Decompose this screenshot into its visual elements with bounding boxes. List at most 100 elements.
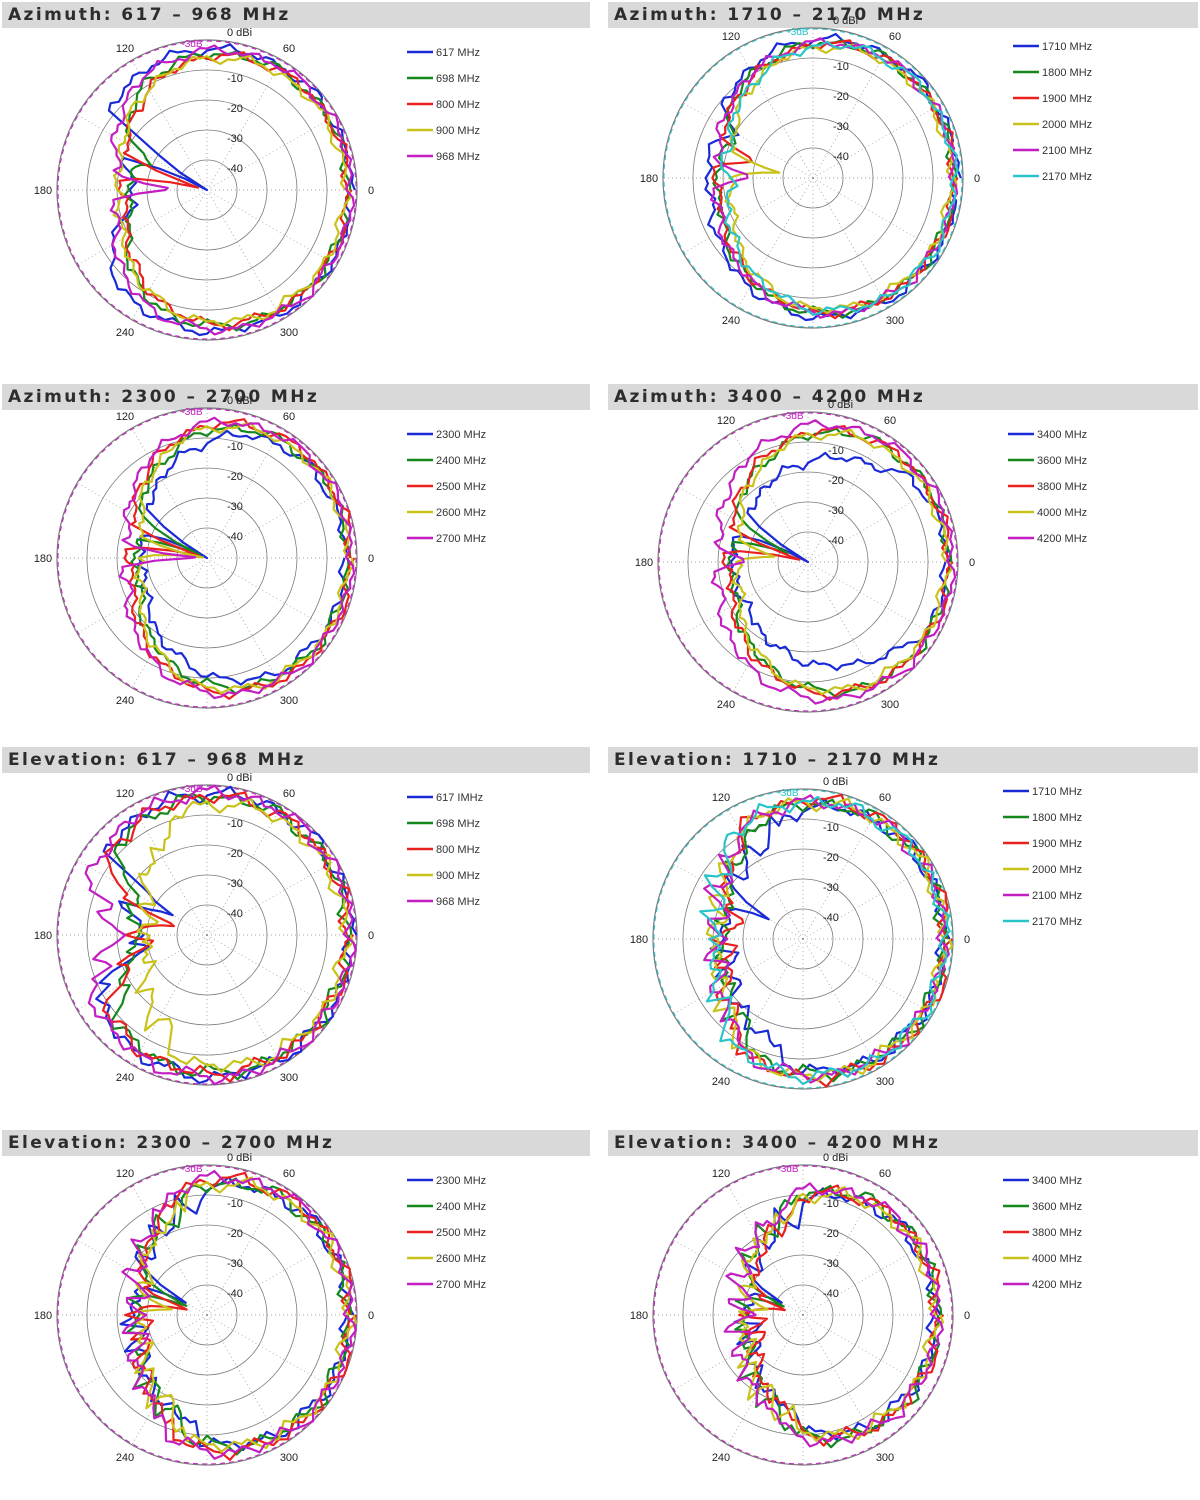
ref-label: -3dB (787, 27, 808, 38)
ring-label: -30 (227, 878, 243, 890)
polar-plot: 0 60 120 180 240 300 0 dBi -10 -20 -30 -40 -3dB 617 … (34, 27, 480, 341)
grid-spoke (206, 859, 338, 936)
legend-label: 900 MHz (436, 125, 480, 137)
series-trace-2700-mhz (118, 416, 356, 700)
ring-label: -10 (227, 1198, 243, 1210)
grid-spoke (76, 114, 208, 191)
angle-label: 60 (884, 415, 896, 427)
angle-label: 180 (34, 1310, 52, 1322)
ring-label: -30 (227, 133, 243, 145)
grid-ring (176, 904, 238, 966)
grid-spoke (807, 561, 939, 638)
ring-label: -40 (823, 1288, 839, 1300)
angle-label: 180 (630, 934, 648, 946)
legend-label: 2500 MHz (436, 1227, 486, 1239)
chart-title: Azimuth: 3400 – 4200 MHz (608, 384, 1198, 410)
grid-spoke (812, 102, 944, 179)
legend-label: 800 MHz (436, 844, 480, 856)
ring-label: -40 (227, 908, 243, 920)
ring-label: -20 (227, 103, 243, 115)
series-trace-2170-mhz (699, 795, 951, 1086)
ring-label: -20 (227, 471, 243, 483)
angle-label: 240 (712, 1452, 730, 1464)
ring-label: 0 dBi (828, 399, 853, 411)
ring-label: -30 (227, 1258, 243, 1270)
grid-spoke (682, 177, 814, 254)
grid-spoke (76, 557, 208, 634)
legend-label: 1900 MHz (1042, 93, 1092, 105)
ring-label: -10 (823, 1198, 839, 1210)
angle-label: 300 (876, 1452, 894, 1464)
polar-plot: 0 60 120 180 240 300 0 dBi -10 -20 -30 -40 -3dB 3400… (635, 399, 1087, 713)
series-trace-2600-mhz (132, 421, 355, 695)
legend-label: 2700 MHz (436, 533, 486, 545)
grid-spoke (672, 938, 804, 1015)
grid-spoke (76, 1314, 208, 1391)
chart-panel-el-2300: Elevation: 2300 – 2700 MHz 0 60 120 180 240 30… (2, 1130, 590, 1500)
grid-spoke (76, 859, 208, 936)
grid-spoke (807, 561, 884, 693)
chart-title: Elevation: 1710 – 2170 MHz (608, 747, 1198, 773)
angle-label: 60 (283, 43, 295, 55)
ring-label: -20 (833, 91, 849, 103)
grid-spoke (131, 804, 208, 936)
legend-label: 4200 MHz (1032, 1279, 1082, 1291)
legend-label: 1710 MHz (1032, 786, 1082, 798)
outer-ring (657, 411, 959, 713)
chart-panel-el-617: Elevation: 617 – 968 MHz 0 60 120 180 240 300 0… (2, 747, 590, 1117)
ring-label: 0 dBi (227, 772, 252, 784)
series-trace-2300-mhz (119, 1176, 355, 1452)
angle-label: 0 (368, 1310, 374, 1322)
grid-ring (116, 1224, 298, 1406)
grid-spoke (76, 482, 208, 559)
ring-label: -40 (227, 163, 243, 175)
angle-label: 240 (722, 315, 740, 327)
angle-label: 120 (116, 43, 134, 55)
angle-label: 120 (116, 1168, 134, 1180)
grid-ring (176, 1284, 238, 1346)
chart-panel-el-1710: Elevation: 1710 – 2170 MHz 0 60 120 180 240 30… (608, 747, 1198, 1117)
ref-label: -3dB (777, 788, 798, 799)
outer-ring (662, 27, 964, 329)
grid-spoke (206, 1314, 338, 1391)
series-trace-900-mhz (112, 54, 352, 328)
outer-ring (56, 407, 358, 709)
angle-label: 180 (34, 930, 52, 942)
grid-spoke (812, 47, 889, 179)
outer-ring (652, 1164, 954, 1466)
ring-label: -10 (833, 61, 849, 73)
angle-label: 180 (635, 557, 653, 569)
polar-plot: 0 60 120 180 240 300 0 dBi -10 -20 -30 -40 -3dB 3400… (630, 1152, 1082, 1466)
ring-label: 0 dBi (227, 27, 252, 39)
grid-ring (777, 531, 839, 593)
legend-label: 3800 MHz (1037, 481, 1087, 493)
legend-label: 698 MHz (436, 73, 480, 85)
angle-label: 300 (280, 1072, 298, 1084)
grid-spoke (807, 486, 939, 563)
ref-label: -3dB (181, 407, 202, 418)
grid-spoke (672, 863, 804, 940)
ring-label: 0 dBi (823, 776, 848, 788)
legend-label: 2600 MHz (436, 507, 486, 519)
ring-label: -20 (823, 1228, 839, 1240)
chart-panel-az-3400: Azimuth: 3400 – 4200 MHz 0 60 120 180 240 300 0… (608, 384, 1198, 754)
grid-spoke (807, 431, 884, 563)
grid-ring (712, 1224, 894, 1406)
grid-ring (176, 159, 238, 221)
grid-spoke (206, 804, 283, 936)
outer-ring (56, 39, 358, 341)
polar-plot: 0 60 120 180 240 300 0 dBi -10 -20 -30 -40 -3dB 2300… (34, 395, 486, 709)
ring-label: -10 (823, 822, 839, 834)
angle-label: 180 (34, 185, 52, 197)
outer-ring (56, 784, 358, 1086)
ring-label: -30 (833, 121, 849, 133)
angle-label: 0 (969, 557, 975, 569)
grid-ring (712, 848, 894, 1030)
grid-spoke (732, 561, 809, 693)
series-trace-1800-mhz (712, 39, 958, 319)
legend-label: 968 MHz (436, 896, 480, 908)
angle-label: 0 (368, 185, 374, 197)
legend-label: 617 IMHz (436, 792, 483, 804)
polar-plot: 0 60 120 180 240 300 0 dBi -10 -20 -30 -40 -3dB 1710… (630, 776, 1082, 1090)
series-trace-2700-mhz (121, 1170, 357, 1460)
